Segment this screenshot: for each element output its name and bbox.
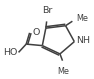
Text: Me: Me [77, 14, 88, 23]
Text: Me: Me [57, 67, 69, 76]
Text: Br: Br [42, 6, 53, 15]
Text: O: O [32, 28, 39, 37]
Text: NH: NH [76, 36, 90, 45]
Text: HO: HO [3, 48, 17, 57]
